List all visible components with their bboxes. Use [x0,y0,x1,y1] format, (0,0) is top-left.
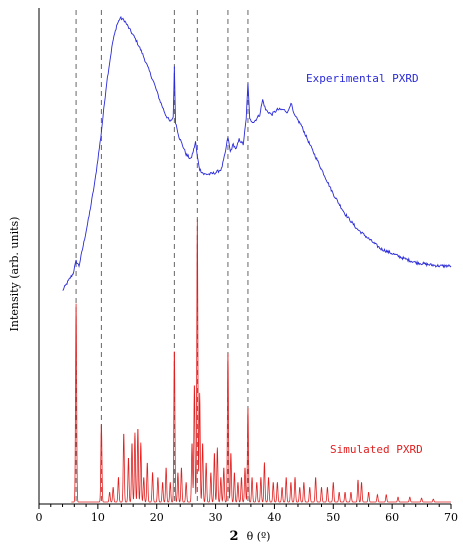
x-tick-label: 30 [209,511,223,524]
y-axis-label: Intensity (arb. units) [8,217,21,332]
x-tick-label: 50 [326,511,340,524]
x-axis-label: 2 θ (º) [230,527,271,544]
x-tick-label: 60 [385,511,399,524]
series-layer [62,15,452,503]
x-tick-label: 20 [150,511,164,524]
experimental-pxrd-line [62,15,452,291]
legend-experimental: Experimental PXRD [306,72,419,85]
x-ticks: 0 10 20 30 40 50 60 70 [36,504,458,524]
legend-simulated: Simulated PXRD [330,443,423,456]
x-tick-label: 70 [444,511,458,524]
simulated-pxrd-line [71,219,451,503]
x-tick-label: 40 [267,511,281,524]
x-tick-label: 10 [91,511,105,524]
x-axis-label-bold: 2 [230,529,239,544]
x-tick-label: 0 [36,511,43,524]
x-axis-label-rest: θ (º) [247,530,271,543]
